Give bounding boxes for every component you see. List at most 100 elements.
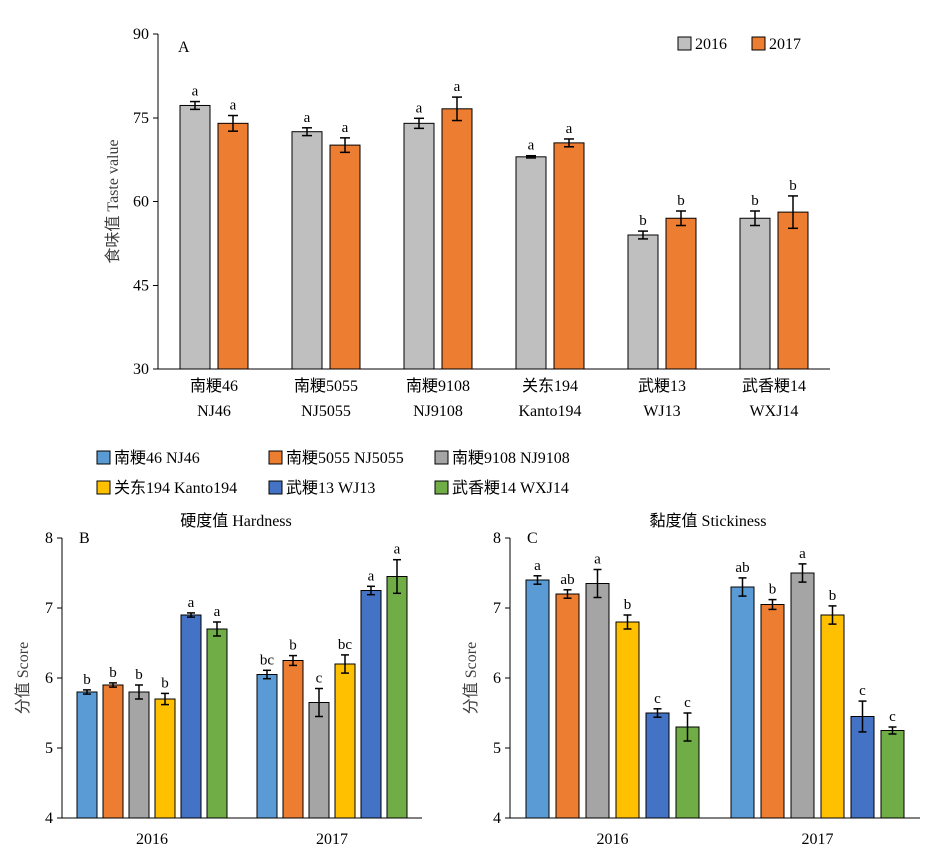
significance-letter: b	[161, 675, 169, 691]
shared-variety-legend: 南粳46 NJ46 南粳5055 NJ5055 南粳9108 NJ9108 关东194…	[96, 449, 570, 497]
bar	[645, 712, 670, 819]
x-tick-label: 2017	[316, 831, 348, 848]
y-tick-label: 90	[133, 26, 149, 43]
bar	[360, 590, 382, 819]
significance-letter: c	[859, 683, 866, 699]
significance-letter: a	[230, 98, 237, 114]
legend-label: 武香粳14 WXJ14	[452, 479, 569, 497]
x-tick-label: 武粳13	[638, 377, 686, 395]
legend-swatch	[96, 480, 111, 495]
significance-letter: a	[304, 110, 311, 126]
significance-letter: a	[566, 121, 573, 137]
legend-label: 2016	[695, 36, 727, 53]
x-tick-label: 2016	[597, 831, 629, 848]
significance-letter: c	[889, 709, 896, 725]
significance-letter: b	[829, 588, 837, 604]
bar	[820, 614, 845, 819]
y-tick-label: 8	[493, 530, 501, 547]
significance-letter: a	[594, 552, 601, 568]
significance-letter: a	[214, 604, 221, 620]
significance-letter: a	[342, 120, 349, 136]
legend-label: 武粳13 WJ13	[286, 479, 375, 497]
significance-letter: a	[534, 558, 541, 574]
y-tick-label: 7	[493, 600, 501, 617]
y-tick-label: 8	[45, 530, 53, 547]
bar	[515, 156, 547, 370]
significance-letter: b	[639, 213, 647, 229]
bar	[730, 586, 755, 819]
legend-swatch	[268, 480, 283, 495]
bar	[627, 234, 659, 370]
y-tick-label: 6	[493, 670, 501, 687]
bar	[179, 104, 211, 370]
bar	[525, 579, 550, 819]
legend-swatch	[434, 480, 449, 495]
y-tick-label: 60	[133, 194, 149, 211]
y-tick-label: 30	[133, 361, 149, 378]
significance-letter: a	[368, 568, 375, 584]
bar	[403, 122, 435, 370]
bar	[880, 730, 905, 819]
bar	[256, 674, 278, 819]
bar	[329, 144, 361, 370]
bar	[102, 684, 124, 819]
bar	[180, 614, 202, 819]
y-tick-label: 5	[493, 740, 501, 757]
x-tick-label-en: NJ9108	[413, 403, 463, 420]
bar	[291, 131, 323, 370]
significance-letter: a	[799, 546, 806, 562]
y-axis-label: 分值 Score	[462, 642, 480, 714]
bar	[154, 698, 176, 819]
legend-label: 关东194 Kanto194	[114, 479, 237, 497]
bar	[128, 691, 150, 819]
significance-letter: a	[454, 79, 461, 95]
legend-label: 南粳9108 NJ9108	[452, 449, 570, 467]
y-tick-label: 4	[45, 810, 53, 827]
bar	[585, 583, 610, 819]
legend-swatch	[96, 450, 111, 465]
x-tick-label: 武香粳14	[742, 377, 806, 395]
y-tick-label: 4	[493, 810, 501, 827]
x-tick-label-en: NJ5055	[301, 403, 351, 420]
bar	[739, 217, 771, 370]
bar	[334, 663, 356, 819]
x-tick-label: 2016	[136, 831, 168, 848]
significance-letter: a	[416, 100, 423, 116]
significance-letter: a	[394, 542, 401, 558]
y-axis-label: 分值 Score	[14, 642, 32, 714]
legend-label: 南粳5055 NJ5055	[286, 449, 404, 467]
panel-label: B	[79, 530, 90, 547]
significance-letter: c	[316, 671, 323, 687]
x-tick-label-en: NJ46	[197, 403, 231, 420]
chart-title: 黏度值 Stickiness	[650, 512, 767, 530]
x-tick-label-en: WJ13	[643, 403, 680, 420]
legend-swatch	[751, 36, 766, 51]
legend-label: 南粳46 NJ46	[114, 449, 200, 467]
x-tick-label: 南粳9108	[406, 377, 470, 395]
significance-letter: a	[192, 84, 199, 100]
bar	[206, 628, 228, 819]
significance-letter: c	[654, 691, 661, 707]
significance-letter: b	[135, 667, 143, 683]
significance-letter: b	[751, 193, 759, 209]
y-tick-label: 45	[133, 277, 149, 294]
significance-letter: a	[188, 595, 195, 611]
significance-letter: b	[109, 665, 117, 681]
legend-swatch	[268, 450, 283, 465]
significance-letter: bc	[338, 637, 353, 653]
panel-label: A	[178, 39, 190, 56]
y-tick-label: 7	[45, 600, 53, 617]
significance-letter: ab	[735, 560, 749, 576]
bar	[441, 108, 473, 370]
chart-title: 硬度值 Hardness	[180, 512, 292, 530]
bar	[553, 142, 585, 370]
bar	[555, 593, 580, 819]
legend-swatch	[677, 36, 692, 51]
x-tick-label: 南粳46	[190, 377, 238, 395]
bar	[615, 621, 640, 819]
y-tick-label: 6	[45, 670, 53, 687]
significance-letter: b	[677, 193, 685, 209]
